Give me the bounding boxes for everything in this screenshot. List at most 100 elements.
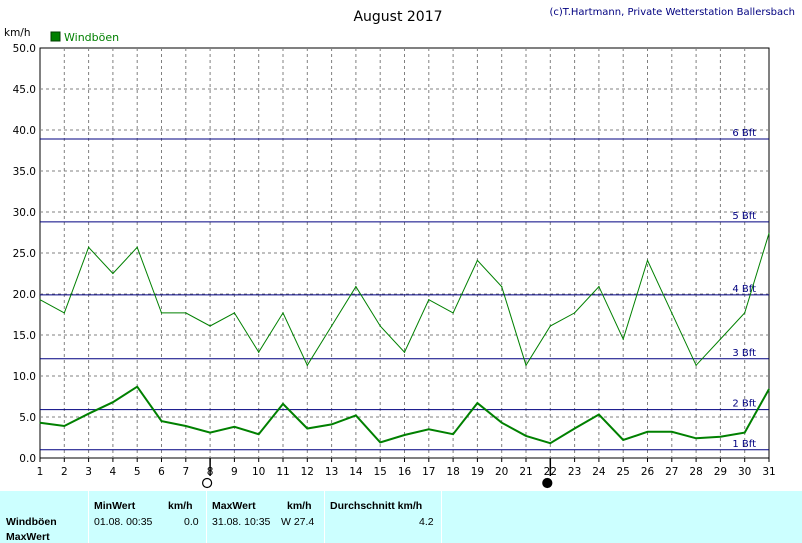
x-tick-label: 11: [276, 466, 289, 478]
data-point-windboen: [379, 441, 381, 444]
x-tick-label: 1: [37, 466, 44, 478]
min-header: MinWert: [94, 500, 136, 512]
x-tick-label: 28: [689, 466, 702, 478]
data-point-maxwert: [428, 299, 430, 301]
x-tick-label: 2: [61, 466, 68, 478]
x-tick-label: 14: [349, 466, 363, 478]
y-tick-label: 25.0: [13, 248, 36, 260]
data-point-maxwert: [671, 312, 673, 314]
data-point-maxwert: [88, 246, 90, 248]
data-point-maxwert: [112, 272, 114, 275]
data-point-windboen: [452, 433, 454, 435]
data-point-maxwert: [39, 299, 41, 301]
new-moon-icon: [542, 477, 553, 489]
min-value: 0.0: [184, 516, 199, 528]
data-point-windboen: [719, 436, 722, 438]
avg-value: 4.2: [419, 516, 434, 528]
data-point-maxwert: [403, 351, 406, 353]
beaufort-label: 2 Bft: [732, 399, 756, 410]
data-point-windboen: [671, 431, 673, 433]
data-point-windboen: [525, 435, 527, 437]
data-point-windboen: [209, 431, 211, 434]
data-point-maxwert: [574, 312, 576, 314]
data-point-windboen: [768, 388, 770, 390]
data-point-windboen: [428, 428, 430, 430]
data-point-maxwert: [63, 312, 65, 314]
avg-header: Durchschnitt km/h: [330, 500, 423, 512]
beaufort-label: 4 Bft: [732, 284, 756, 295]
x-tick-label: 26: [641, 466, 655, 478]
data-point-windboen: [282, 403, 284, 405]
min-time: 01.08. 00:35: [94, 516, 153, 528]
data-point-windboen: [598, 413, 600, 416]
data-point-windboen: [695, 437, 697, 439]
max-unit-header: km/h: [287, 500, 312, 512]
legend-label: Windböen: [64, 31, 119, 44]
row-label-maxwert: MaxWert: [6, 531, 50, 543]
x-tick-label: 31: [762, 466, 775, 478]
data-point-windboen: [549, 442, 551, 444]
data-point-windboen: [501, 422, 503, 424]
data-point-maxwert: [646, 259, 649, 261]
x-tick-label: 27: [665, 466, 678, 478]
statistics-panel: MinWert km/h MaxWert km/h Durchschnitt k…: [0, 491, 802, 543]
data-point-maxwert: [622, 338, 624, 340]
data-point-windboen: [39, 422, 41, 424]
data-point-windboen: [574, 427, 576, 430]
legend-swatch: [50, 31, 61, 42]
data-point-maxwert: [258, 351, 260, 353]
y-tick-label: 40.0: [13, 125, 36, 137]
x-tick-label: 18: [446, 466, 459, 478]
full-moon-icon: [202, 477, 213, 489]
x-tick-label: 25: [617, 466, 630, 478]
x-tick-label: 19: [471, 466, 484, 478]
x-tick-label: 20: [495, 466, 508, 478]
x-tick-label: 23: [568, 466, 581, 478]
data-point-windboen: [258, 433, 260, 435]
max-time: 31.08. 10:35: [212, 516, 271, 528]
data-point-windboen: [88, 413, 90, 415]
x-tick-label: 24: [592, 466, 606, 478]
data-point-maxwert: [306, 364, 308, 366]
wind-gust-chart: August 2017 (c)T.Hartmann, Private Wette…: [4, 7, 795, 489]
data-point-maxwert: [744, 312, 746, 314]
x-tick-label: 5: [134, 466, 141, 478]
data-point-windboen: [306, 427, 308, 430]
beaufort-label: 3 Bft: [732, 348, 756, 359]
data-point-windboen: [112, 401, 114, 403]
min-unit-header: km/h: [168, 500, 193, 512]
data-point-maxwert: [695, 364, 697, 366]
y-axis-unit: km/h: [4, 27, 31, 39]
x-tick-label: 4: [110, 466, 117, 478]
data-point-maxwert: [331, 325, 333, 327]
data-point-maxwert: [719, 338, 722, 340]
x-tick-label: 9: [231, 466, 238, 478]
data-point-maxwert: [379, 325, 381, 327]
data-point-maxwert: [160, 312, 163, 314]
data-point-windboen: [331, 423, 333, 425]
data-point-maxwert: [768, 232, 770, 234]
x-tick-label: 30: [738, 466, 751, 478]
data-point-maxwert: [501, 286, 503, 288]
data-point-maxwert: [525, 364, 527, 366]
data-point-windboen: [355, 414, 357, 416]
data-point-maxwert: [452, 312, 454, 314]
beaufort-label: 1 Bft: [732, 439, 756, 450]
x-tick-label: 7: [182, 466, 189, 478]
x-tick-label: 13: [325, 466, 338, 478]
x-tick-label: 15: [374, 466, 387, 478]
chart-title: August 2017: [353, 9, 442, 25]
data-point-windboen: [160, 420, 163, 422]
x-tick-label: 21: [519, 466, 532, 478]
y-tick-label: 0.0: [19, 453, 36, 465]
data-point-windboen: [233, 426, 235, 428]
x-tick-label: 10: [252, 466, 265, 478]
data-point-windboen: [185, 425, 187, 427]
data-point-maxwert: [233, 312, 235, 314]
credit-text: (c)T.Hartmann, Private Wetterstation Bal…: [549, 7, 795, 18]
y-tick-label: 15.0: [13, 330, 36, 342]
y-tick-label: 45.0: [13, 84, 36, 96]
beaufort-label: 6 Bft: [732, 128, 756, 139]
y-tick-label: 50.0: [13, 43, 36, 55]
y-tick-label: 10.0: [13, 371, 36, 383]
